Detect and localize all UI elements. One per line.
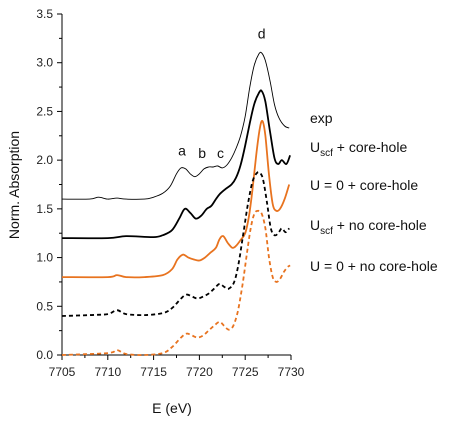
x-tick-label-1: 7710 xyxy=(94,365,121,379)
series-label-uscf-no-core-hole-sub: scf xyxy=(320,226,333,237)
y-tick-label-0: 0.0 xyxy=(36,348,53,362)
axes: 0.0 0.5 1.0 1.5 2.0 2.5 3.0 3.5 7705 7710 7715 7720… xyxy=(36,7,304,379)
series-label-exp: exp xyxy=(310,110,333,126)
series-line-u0-no-core-hole xyxy=(61,209,291,356)
y-tick-label-2: 1.0 xyxy=(36,251,53,265)
y-tick-label-7: 3.5 xyxy=(36,7,53,21)
x-tick-label-5: 7730 xyxy=(278,365,305,379)
annotation-a: a xyxy=(178,142,186,158)
series-label-uscf-core-hole-sub: scf xyxy=(320,148,333,159)
annotation-b: b xyxy=(198,145,206,161)
series-label-uscf-no-core-hole-rest: + no core-hole xyxy=(333,217,427,233)
y-tick-label-6: 3.0 xyxy=(36,56,53,70)
y-tick-label-5: 2.5 xyxy=(36,104,53,118)
series-label-u0-core-hole: U = 0 + core-hole xyxy=(310,177,418,193)
series-label-uscf-core-hole-rest: + core-hole xyxy=(333,139,408,155)
x-axis-title: E (eV) xyxy=(152,400,192,416)
series-label-u0-no-core-hole: U = 0 + no core-hole xyxy=(310,258,438,274)
x-tick-label-4: 7725 xyxy=(232,365,259,379)
x-tick-label-3: 7720 xyxy=(186,365,213,379)
series-label-uscf-core-hole: Uscf + core-hole xyxy=(310,139,407,159)
annotation-d: d xyxy=(258,25,266,41)
series-label-uscf-no-core-hole: Uscf + no core-hole xyxy=(310,217,427,237)
x-tick-label-0: 7705 xyxy=(49,365,76,379)
annotation-c: c xyxy=(217,145,224,161)
series-line-u0-core-hole xyxy=(61,119,291,279)
series-line-uscf-no-core-hole xyxy=(61,171,290,317)
y-tick-label-1: 0.5 xyxy=(36,299,53,313)
y-tick-label-4: 2.0 xyxy=(36,153,53,167)
x-tick-label-2: 7715 xyxy=(140,365,167,379)
y-axis-title: Norm. Absorption xyxy=(6,131,22,239)
series-label-uscf-no-core-hole-main: U xyxy=(310,217,320,233)
series-label-uscf-core-hole-main: U xyxy=(310,139,320,155)
series-layer xyxy=(61,51,291,356)
series-line-uscf-core-hole xyxy=(61,89,291,240)
y-tick-label-3: 1.5 xyxy=(36,202,53,216)
series-line-exp xyxy=(61,51,290,200)
